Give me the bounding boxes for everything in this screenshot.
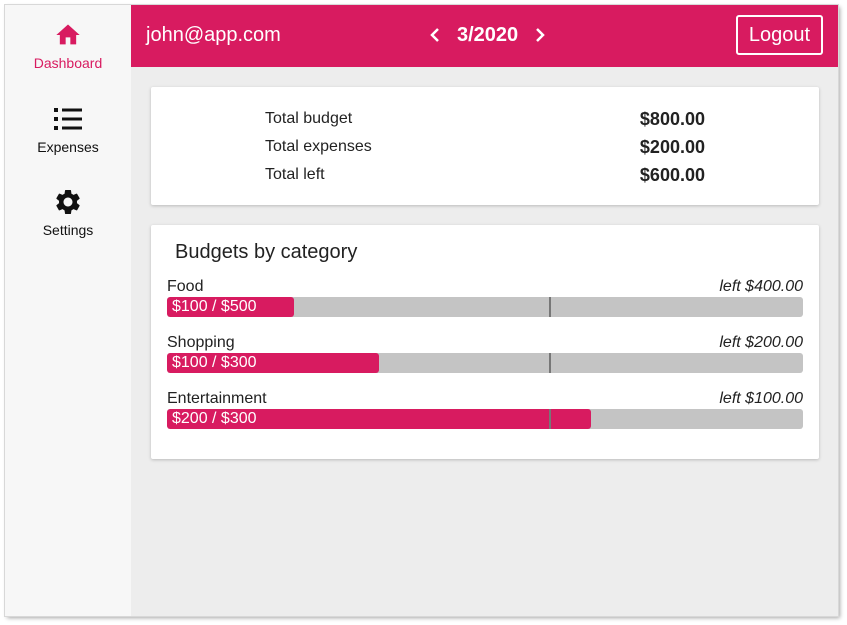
- chevron-left-icon[interactable]: [426, 21, 444, 49]
- category-spent-of-budget: $200 / $300: [172, 410, 257, 427]
- summary-label: Total expenses: [265, 138, 372, 155]
- category-row-entertainment: Entertainment left $100.00 $200 / $300: [167, 390, 803, 436]
- budgets-card: Budgets by category Food left $400.00 $1…: [151, 225, 819, 459]
- category-row-food: Food left $400.00 $100 / $500: [167, 278, 803, 324]
- category-spent-of-budget: $100 / $500: [172, 298, 257, 315]
- summary-value: $200.00: [639, 137, 705, 157]
- sidebar-item-dashboard[interactable]: Dashboard: [5, 19, 131, 83]
- time-marker: [549, 353, 551, 373]
- category-left: left $100.00: [719, 390, 803, 407]
- summary-value: $600.00: [639, 165, 705, 185]
- sidebar-item-settings[interactable]: Settings: [5, 186, 131, 250]
- budgets-title: Budgets by category: [175, 241, 358, 263]
- chevron-right-icon[interactable]: [531, 21, 549, 49]
- summary-value: $800.00: [639, 109, 705, 129]
- category-progress-fill: [167, 409, 591, 429]
- sidebar-item-label: Expenses: [37, 139, 99, 155]
- gear-icon: [52, 186, 84, 218]
- summary-label: Total budget: [265, 110, 353, 127]
- category-spent-of-budget: $100 / $300: [172, 354, 257, 371]
- category-name: Entertainment: [167, 390, 267, 407]
- category-name: Food: [167, 278, 204, 295]
- app-window: Dashboard Expenses Settings joh: [5, 5, 838, 616]
- category-left: left $200.00: [719, 334, 803, 351]
- category-name: Shopping: [167, 334, 235, 351]
- sidebar: Dashboard Expenses Settings: [5, 5, 131, 616]
- category-row-shopping: Shopping left $200.00 $100 / $300: [167, 334, 803, 380]
- user-email: john@app.com: [146, 24, 281, 46]
- sidebar-item-label: Settings: [42, 222, 94, 238]
- category-progress-bar: $200 / $300: [167, 409, 803, 429]
- summary-row-total-budget: Total budget $800.00: [265, 109, 705, 132]
- summary-row-total-expenses: Total expenses $200.00: [265, 137, 705, 160]
- logout-button[interactable]: Logout: [736, 15, 823, 55]
- sidebar-item-label: Dashboard: [33, 55, 103, 71]
- summary-label: Total left: [265, 166, 325, 183]
- month-navigator: 3/2020: [426, 21, 549, 49]
- header-bar: john@app.com 3/2020 Logout: [131, 5, 838, 67]
- category-progress-bar: $100 / $500: [167, 297, 803, 317]
- summary-card: Total budget $800.00 Total expenses $200…: [151, 87, 819, 205]
- category-progress-fill: [167, 297, 294, 317]
- category-progress-fill: [167, 353, 379, 373]
- home-icon: [52, 19, 84, 51]
- summary-row-total-left: Total left $600.00: [265, 165, 705, 188]
- category-progress-bar: $100 / $300: [167, 353, 803, 373]
- category-left: left $400.00: [719, 278, 803, 295]
- current-month: 3/2020: [457, 23, 519, 46]
- list-icon: [52, 103, 84, 135]
- time-marker: [549, 409, 551, 429]
- sidebar-item-expenses[interactable]: Expenses: [5, 103, 131, 167]
- time-marker: [549, 297, 551, 317]
